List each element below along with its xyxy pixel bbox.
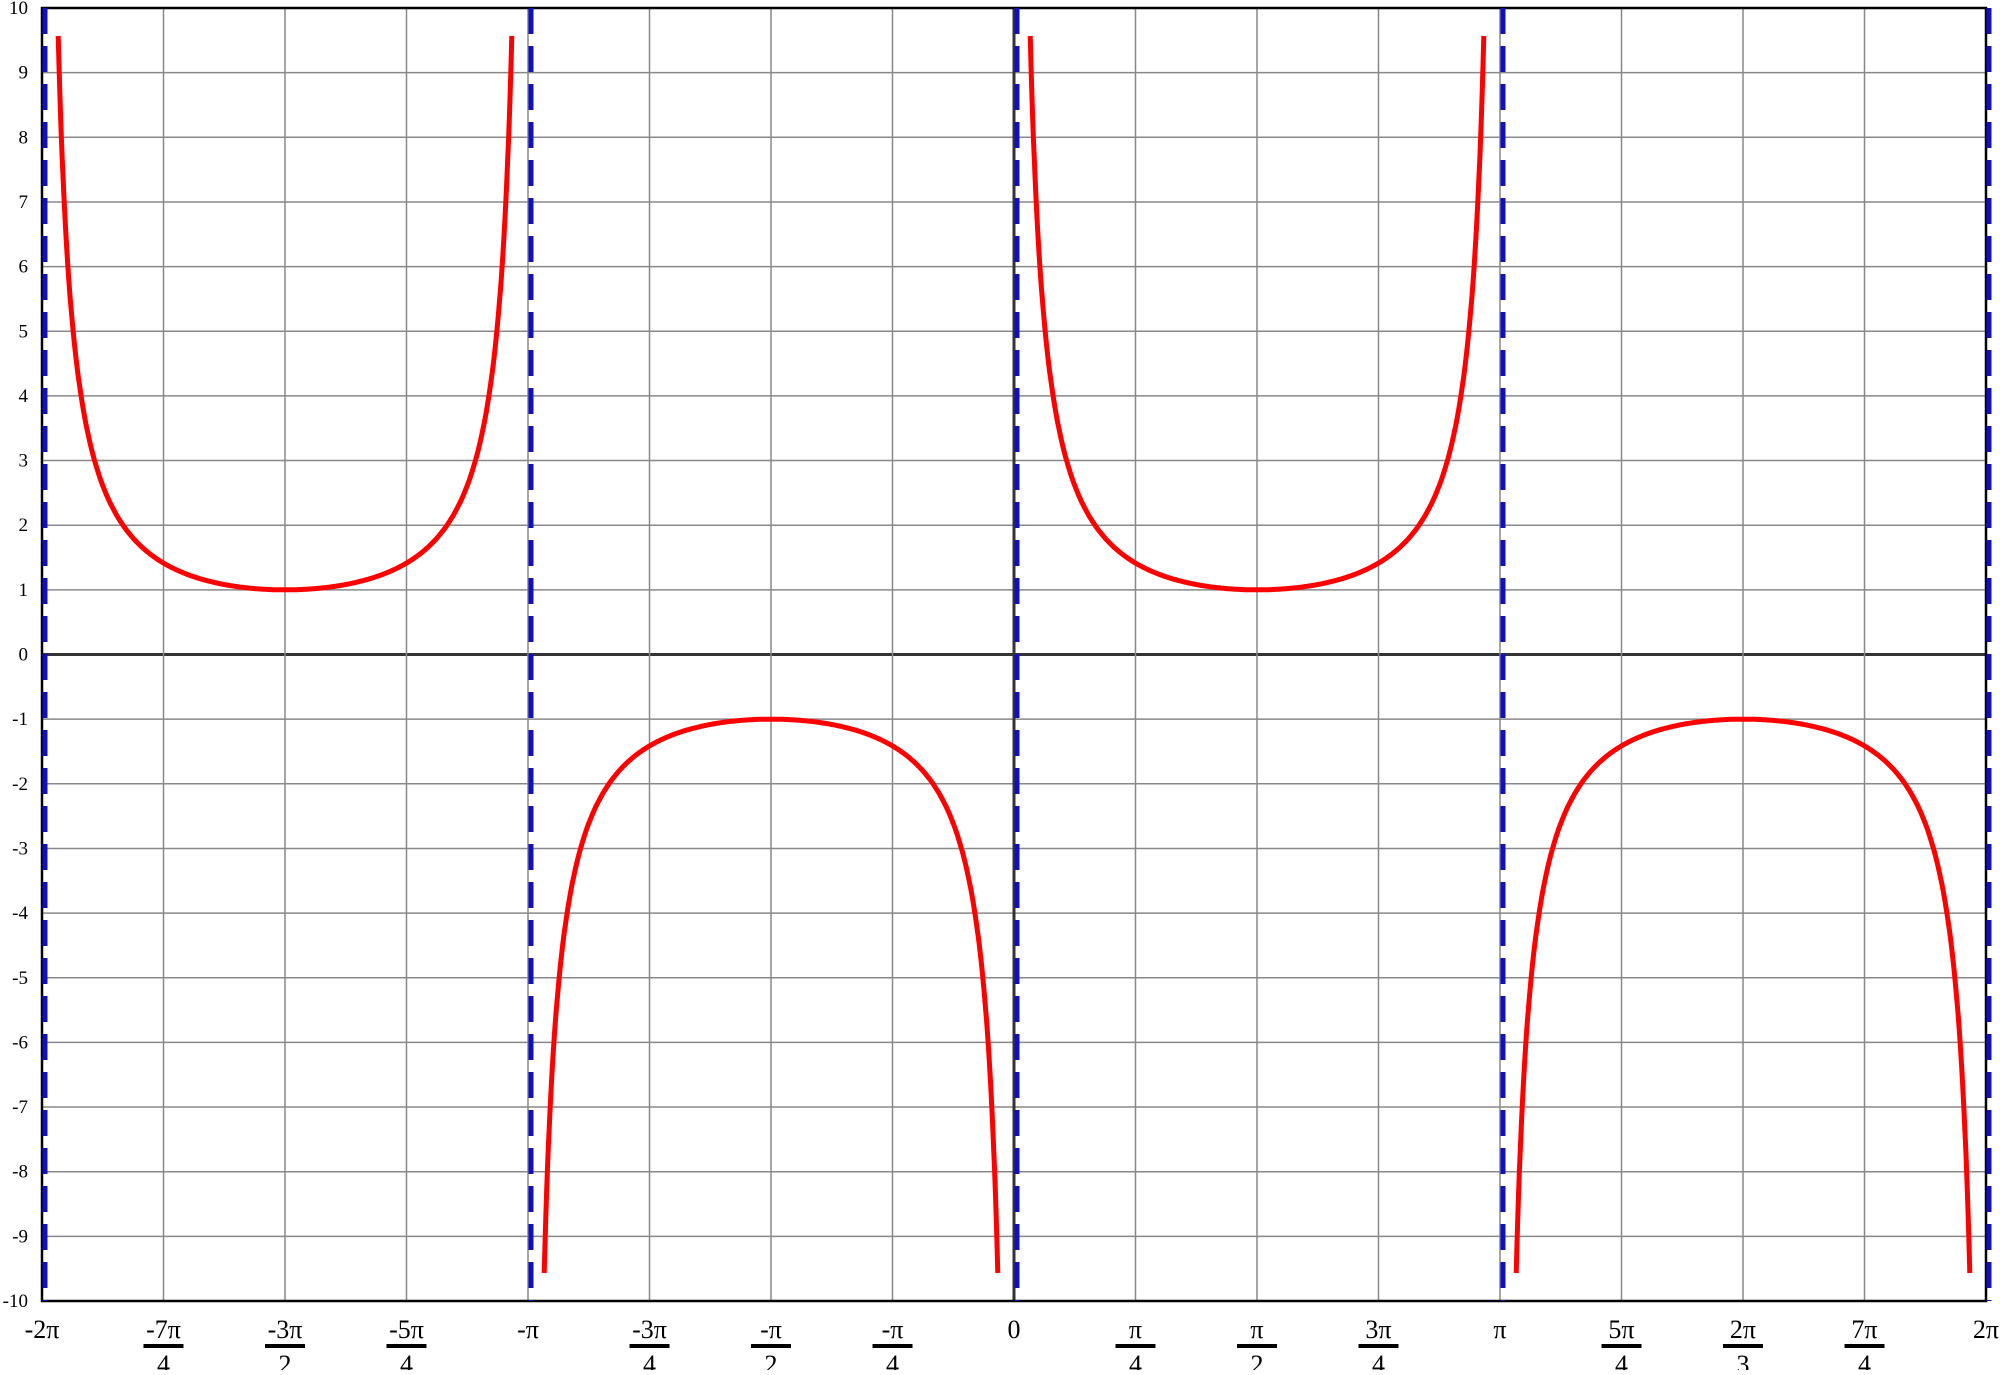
y-tick-label: 6: [19, 257, 29, 278]
x-tick-numerator: -2π: [25, 1315, 60, 1344]
x-tick-numerator: 7π: [1851, 1315, 1877, 1344]
x-tick-denominator: 4: [1372, 1350, 1385, 1370]
x-tick-numerator: 0: [1008, 1315, 1021, 1344]
y-tick-label: -1: [12, 709, 28, 730]
asymptotes: [42, 8, 1992, 1301]
x-tick-denominator: 3: [1737, 1350, 1750, 1370]
x-tick-denominator: 2: [765, 1350, 778, 1370]
x-tick-denominator: 4: [1858, 1350, 1871, 1370]
x-tick-numerator: -π: [882, 1315, 904, 1344]
x-tick-denominator: 2: [1251, 1350, 1264, 1370]
y-tick-label: 10: [9, 0, 28, 19]
y-tick-label: 0: [19, 645, 29, 666]
x-tick-numerator: -π: [760, 1315, 782, 1344]
x-tick-denominator: 4: [1129, 1350, 1142, 1370]
x-tick-numerator: π: [1493, 1315, 1506, 1344]
x-tick-numerator: -π: [517, 1315, 539, 1344]
series-curves: [55, 35, 1973, 1274]
x-tick-numerator: -3π: [268, 1315, 303, 1344]
x-tick-numerator: -5π: [389, 1315, 424, 1344]
x-tick-denominator: 4: [157, 1350, 170, 1370]
y-tick-label: 8: [19, 127, 29, 148]
y-tick-label: -2: [12, 774, 28, 795]
x-tick-labels: -2π -7π 4 -3π 2 -5π 4 -π -3π 4 -π 2 -π 4 0 π 4 π 2 3π 4 π 5π 4 2…: [25, 1315, 1999, 1375]
csc-curve-branch: [541, 716, 1001, 1274]
x-tick-denominator: 2: [278, 1350, 291, 1370]
axes: [40, 6, 1988, 1303]
x-tick-numerator: π: [1129, 1315, 1142, 1344]
y-tick-label: -4: [12, 903, 28, 924]
x-tick-numerator: 2π: [1730, 1315, 1756, 1344]
y-tick-label: 4: [19, 386, 29, 407]
y-tick-label: 9: [19, 63, 29, 84]
y-tick-label: -7: [12, 1097, 28, 1118]
x-tick-numerator: -3π: [632, 1315, 667, 1344]
plot-frame: [40, 6, 1988, 1303]
csc-curve-branch: [1513, 716, 1973, 1274]
y-tick-label: 7: [19, 192, 29, 213]
y-tick-label: -3: [12, 838, 28, 859]
y-tick-label: -10: [3, 1291, 28, 1312]
x-tick-numerator: π: [1250, 1315, 1263, 1344]
x-tick-denominator: 4: [1615, 1350, 1628, 1370]
y-tick-label: 2: [19, 515, 29, 536]
y-tick-label: -5: [12, 968, 28, 989]
x-tick-denominator: 4: [400, 1350, 413, 1370]
y-tick-label: -8: [12, 1162, 28, 1183]
y-tick-label: 5: [19, 321, 29, 342]
y-tick-label: 1: [19, 580, 29, 601]
x-tick-numerator: 5π: [1608, 1315, 1634, 1344]
grid: [41, 7, 1987, 1302]
y-tick-label: -6: [12, 1032, 28, 1053]
csc-curve-branch: [1027, 35, 1487, 593]
y-tick-label: -9: [12, 1226, 28, 1247]
csc-curve-branch: [55, 35, 515, 593]
x-tick-denominator: 4: [886, 1350, 899, 1370]
x-tick-numerator: -7π: [146, 1315, 181, 1344]
x-tick-numerator: 2π: [1973, 1315, 1999, 1344]
y-tick-label: 3: [19, 451, 29, 472]
x-tick-numerator: 3π: [1365, 1315, 1391, 1344]
x-tick-denominator: 4: [643, 1350, 656, 1370]
